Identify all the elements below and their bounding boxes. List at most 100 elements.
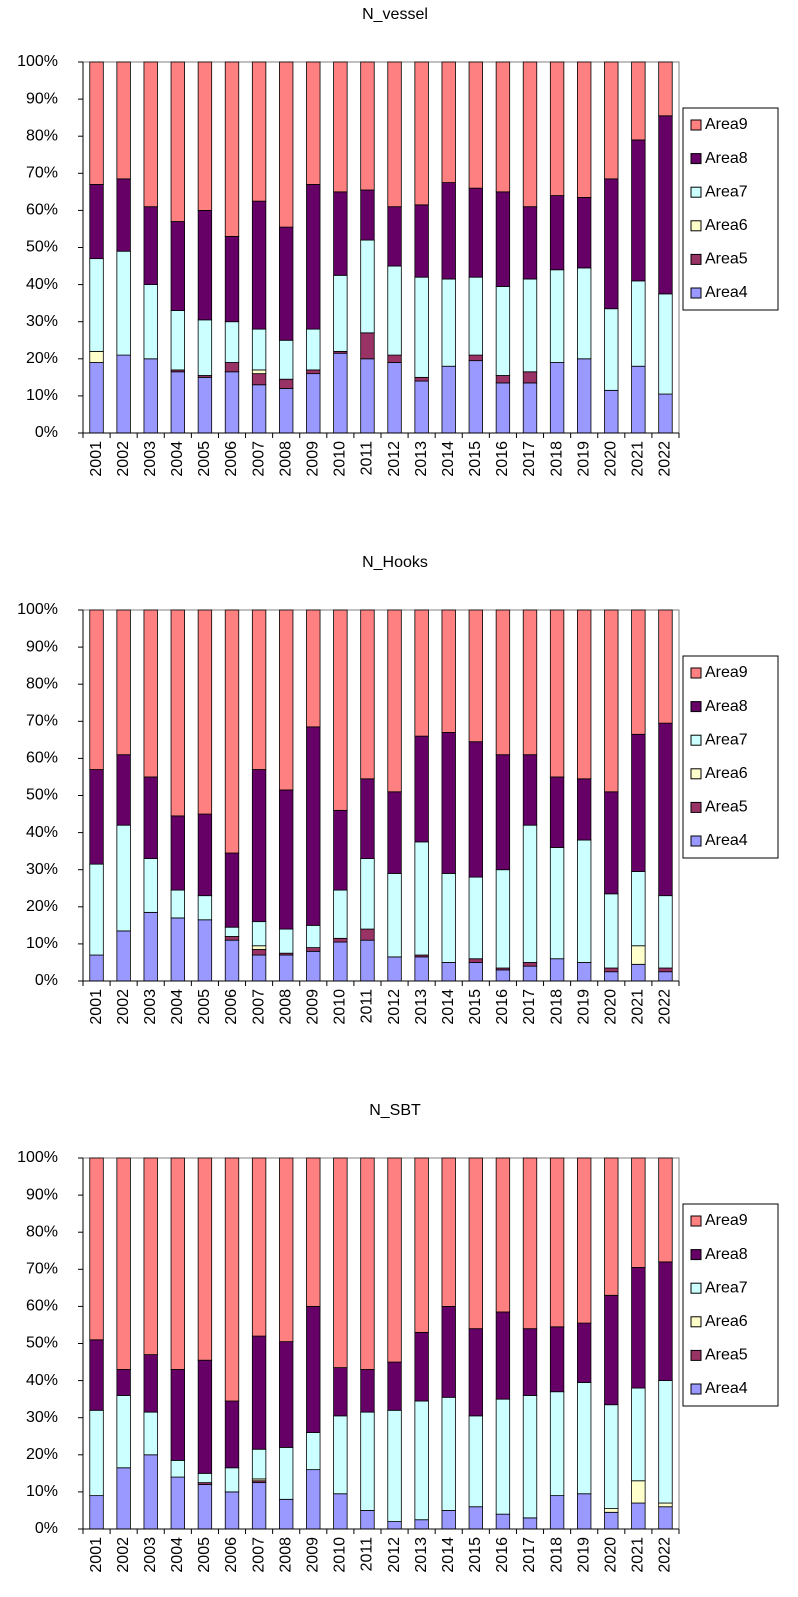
y-tick-label: 40% <box>26 276 58 293</box>
x-tick-label: 2021 <box>630 1537 647 1573</box>
bar-segment <box>306 726 321 926</box>
bar-segment <box>251 954 267 982</box>
bar-segment <box>522 754 538 826</box>
y-tick-label: 10% <box>26 1483 58 1500</box>
bar-segment <box>251 1482 267 1530</box>
y-tick-label: 80% <box>26 127 58 144</box>
x-tick-label: 2019 <box>575 441 592 477</box>
bar-segment <box>251 769 267 923</box>
bar-segment <box>495 969 511 982</box>
bar-segment <box>251 369 267 375</box>
bar-segment <box>360 239 375 334</box>
bar-segment <box>197 609 213 815</box>
bar-segment <box>577 267 592 360</box>
bar-segment <box>387 1157 402 1363</box>
x-tick-label: 2012 <box>386 1537 403 1573</box>
legend-swatch <box>690 253 702 265</box>
bar-segment <box>414 204 429 278</box>
bar-segment <box>414 380 429 434</box>
legend-label: Area6 <box>705 1313 748 1330</box>
bar-segment <box>197 1157 213 1361</box>
chart: 0% 10% 20% 30% 40% 50% 60% 70% 80% 90% 100% 2001 200… <box>17 1102 779 1573</box>
y-tick-label: 60% <box>26 750 58 767</box>
bar-segment <box>306 328 321 371</box>
bar-segment <box>251 1157 267 1337</box>
y-tick-label: 100% <box>17 1149 58 1166</box>
bar-segment <box>414 841 429 956</box>
y-tick-label: 100% <box>17 601 58 618</box>
bar-segment <box>251 373 267 386</box>
y-tick-label: 90% <box>26 1186 58 1203</box>
bar-segment <box>577 1157 592 1324</box>
bar-segment <box>387 609 402 793</box>
bar-segment <box>333 191 348 276</box>
bar-segment <box>170 1369 185 1461</box>
bar-segment <box>549 61 565 196</box>
bar-segment <box>468 360 483 434</box>
x-tick-label: 2009 <box>304 1537 321 1573</box>
bar-segment <box>224 1467 240 1493</box>
bar-segment <box>170 889 185 919</box>
bar-segment <box>468 1415 483 1508</box>
bar-segment <box>631 1157 646 1268</box>
bar-segment <box>143 1157 158 1356</box>
bar-segment <box>658 1502 673 1508</box>
x-tick-label: 2004 <box>169 1537 186 1573</box>
legend-label: Area8 <box>705 698 748 715</box>
y-tick-label: 50% <box>26 239 58 256</box>
y-tick-label: 80% <box>26 675 58 692</box>
legend-label: Area5 <box>705 1347 748 1364</box>
bar-segment <box>251 384 267 434</box>
bar-segment <box>360 1157 375 1370</box>
bar-segment <box>333 809 348 891</box>
bar-segment <box>468 61 483 189</box>
bar-segment <box>197 1472 213 1484</box>
x-tick-label: 2001 <box>88 1537 105 1573</box>
legend-swatch <box>690 667 702 679</box>
legend-swatch <box>690 1215 702 1227</box>
legend-box <box>682 107 779 311</box>
x-tick-label: 2007 <box>250 989 267 1025</box>
x-tick-label: 2001 <box>88 441 105 477</box>
x-tick-label: 2003 <box>142 1537 159 1573</box>
bar-segment <box>251 921 267 947</box>
x-tick-label: 2019 <box>575 989 592 1025</box>
bar-segment <box>89 1157 104 1341</box>
bar-segment <box>170 917 185 982</box>
bar-segment <box>522 1517 538 1530</box>
bar-segment <box>468 876 483 960</box>
bar-segment <box>631 871 646 947</box>
bar-segment <box>441 278 456 367</box>
bar-segment <box>468 962 483 982</box>
bar-segment <box>251 1448 267 1480</box>
bar-segment <box>170 609 185 817</box>
bar-segment <box>631 61 646 141</box>
bar-segment <box>306 1432 321 1471</box>
legend-label: Area8 <box>705 1246 748 1263</box>
bar-segment <box>89 1495 104 1530</box>
bar-segment <box>89 954 104 982</box>
bar-segment <box>224 609 240 854</box>
bar-segment <box>604 61 619 180</box>
x-tick-label: 2016 <box>494 989 511 1025</box>
bar-segment <box>387 791 402 874</box>
bar-segment <box>414 1519 429 1530</box>
bar-segment <box>333 609 348 811</box>
bar-segment <box>631 365 646 434</box>
bar-segment <box>197 61 213 211</box>
bar-segment <box>658 971 673 982</box>
bar-segment <box>549 776 565 848</box>
x-tick-label: 2004 <box>169 989 186 1025</box>
bar-segment <box>360 1369 375 1413</box>
bar-segment <box>89 258 104 352</box>
bar-segment <box>224 1157 240 1402</box>
legend-label: Area9 <box>705 664 748 681</box>
bar-segment <box>441 609 456 733</box>
bar-segment <box>414 1331 429 1402</box>
bar-segment <box>89 863 104 956</box>
y-tick-label: 70% <box>26 713 58 730</box>
x-tick-label: 2001 <box>88 989 105 1025</box>
bar-segment <box>495 1398 511 1515</box>
bar-segment <box>387 61 402 208</box>
